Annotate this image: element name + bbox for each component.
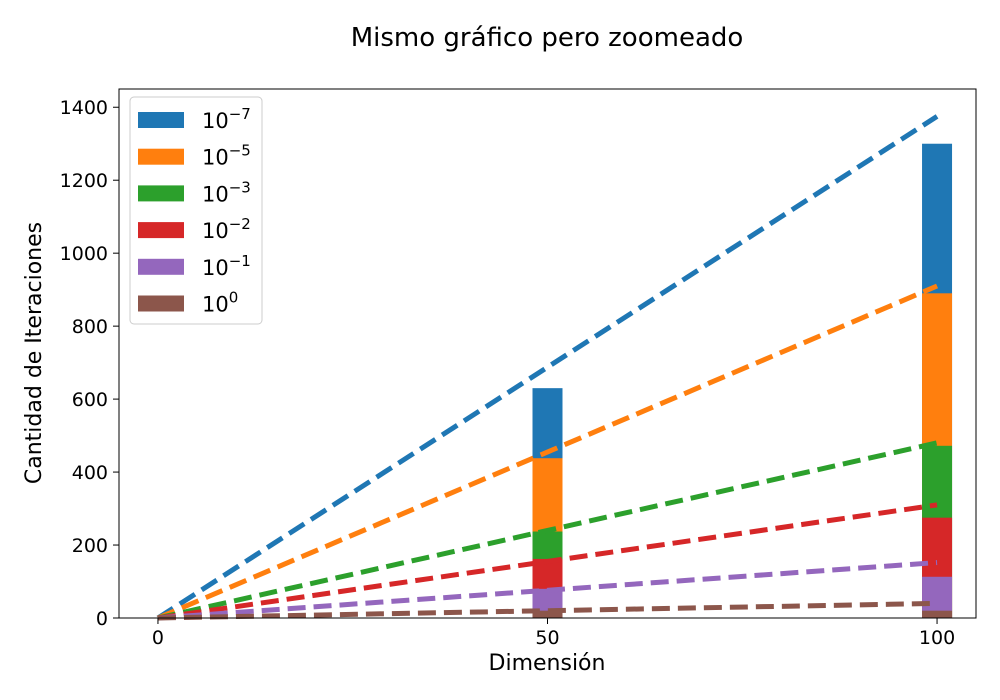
- legend-label-2: 10−3: [202, 178, 251, 206]
- y-tick-label: 0: [96, 608, 108, 630]
- y-tick-label: 1200: [60, 170, 108, 192]
- legend-exponent-2: −3: [229, 178, 251, 196]
- trend-line-series-1: [156, 283, 939, 621]
- legend-exponent-1: −5: [229, 142, 251, 160]
- bars-layer: [532, 143, 953, 619]
- y-axis: 0 200 400 600 800 1000 1200 1400: [60, 97, 119, 630]
- legend-exponent-4: −1: [229, 252, 251, 270]
- y-tick-label: 400: [72, 462, 108, 484]
- legend-swatch-0: [138, 112, 184, 128]
- y-axis-label: Cantidad de Iteraciones: [22, 222, 47, 484]
- legend-swatch-4: [138, 258, 184, 275]
- trend-line-series-2: [157, 440, 938, 621]
- bar-series-5-x-50: [532, 610, 563, 618]
- x-tick-label: 50: [535, 627, 559, 649]
- legend-exponent-3: −2: [229, 215, 251, 233]
- y-tick-label: 600: [72, 389, 108, 411]
- legend-box: [129, 96, 263, 325]
- y-tick-label: 800: [72, 316, 108, 338]
- legend-exponent-0: −7: [229, 105, 251, 123]
- x-axis-label: Dimensión: [489, 651, 606, 676]
- trend-lines-layer: [156, 114, 939, 621]
- x-tick-label: 100: [919, 627, 955, 649]
- legend-swatch-1: [138, 148, 184, 165]
- x-axis: 0 50 100: [152, 618, 955, 649]
- chart-title: Mismo gráfico pero zoomeado: [351, 23, 744, 53]
- legend-exponent-5: 0: [229, 289, 239, 307]
- legend-swatch-2: [138, 185, 184, 202]
- y-tick-label: 1000: [60, 243, 108, 265]
- y-tick-label: 200: [72, 535, 108, 557]
- legend-swatch-3: [138, 222, 184, 239]
- trend-line-series-4: [157, 560, 938, 621]
- legend-swatch-5: [138, 295, 184, 312]
- trend-line-series-3: [157, 502, 938, 621]
- bar-series-5-x-100: [922, 610, 953, 618]
- y-tick-label: 1400: [60, 97, 108, 119]
- x-tick-label: 0: [152, 627, 164, 649]
